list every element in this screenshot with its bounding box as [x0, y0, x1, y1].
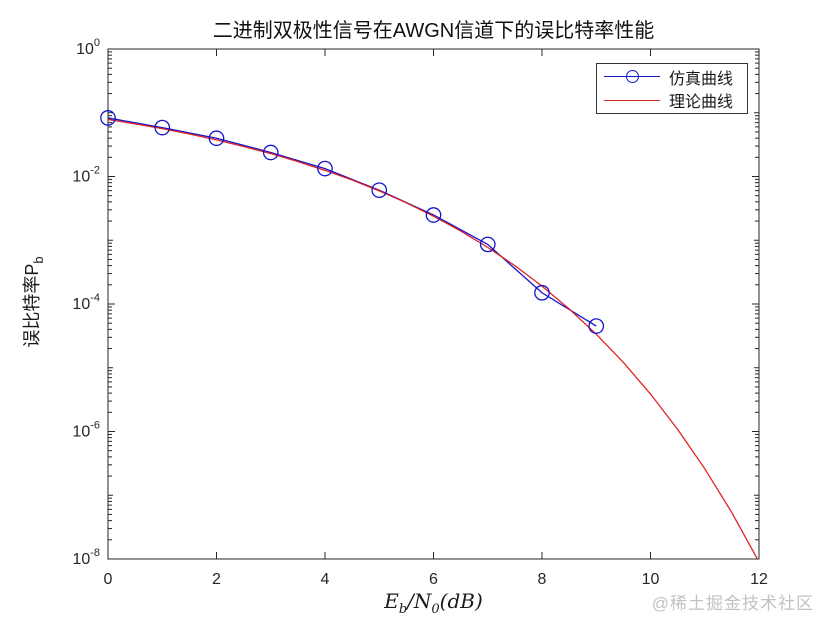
svg-text:10-4: 10-4	[72, 292, 100, 313]
svg-text:12: 12	[750, 571, 768, 588]
svg-text:2: 2	[212, 571, 221, 588]
svg-text:10-8: 10-8	[72, 547, 100, 568]
svg-text:10: 10	[642, 571, 660, 588]
legend-line-sample-red	[604, 99, 660, 101]
legend-line-sample-blue	[604, 70, 660, 84]
watermark: @稀土掘金技术社区	[651, 594, 814, 613]
svg-text:4: 4	[321, 571, 330, 588]
legend: 仿真曲线 理论曲线	[596, 63, 748, 114]
svg-text:10-2: 10-2	[72, 165, 100, 186]
legend-circle-marker-icon	[626, 70, 639, 84]
chart-title: 二进制双极性信号在AWGN信道下的误比特率性能	[212, 20, 655, 42]
svg-text:10-6: 10-6	[72, 420, 100, 441]
legend-item-simulation: 仿真曲线	[597, 66, 747, 88]
legend-label: 仿真曲线	[669, 70, 734, 88]
legend-label: 理论曲线	[669, 94, 734, 112]
svg-text:100: 100	[76, 37, 100, 58]
svg-text:0: 0	[104, 571, 113, 588]
legend-item-theory: 理论曲线	[597, 89, 747, 111]
x-axis-label: Eb/N0(dB)	[384, 589, 483, 617]
svg-text:6: 6	[429, 571, 438, 588]
svg-text:8: 8	[538, 571, 547, 588]
